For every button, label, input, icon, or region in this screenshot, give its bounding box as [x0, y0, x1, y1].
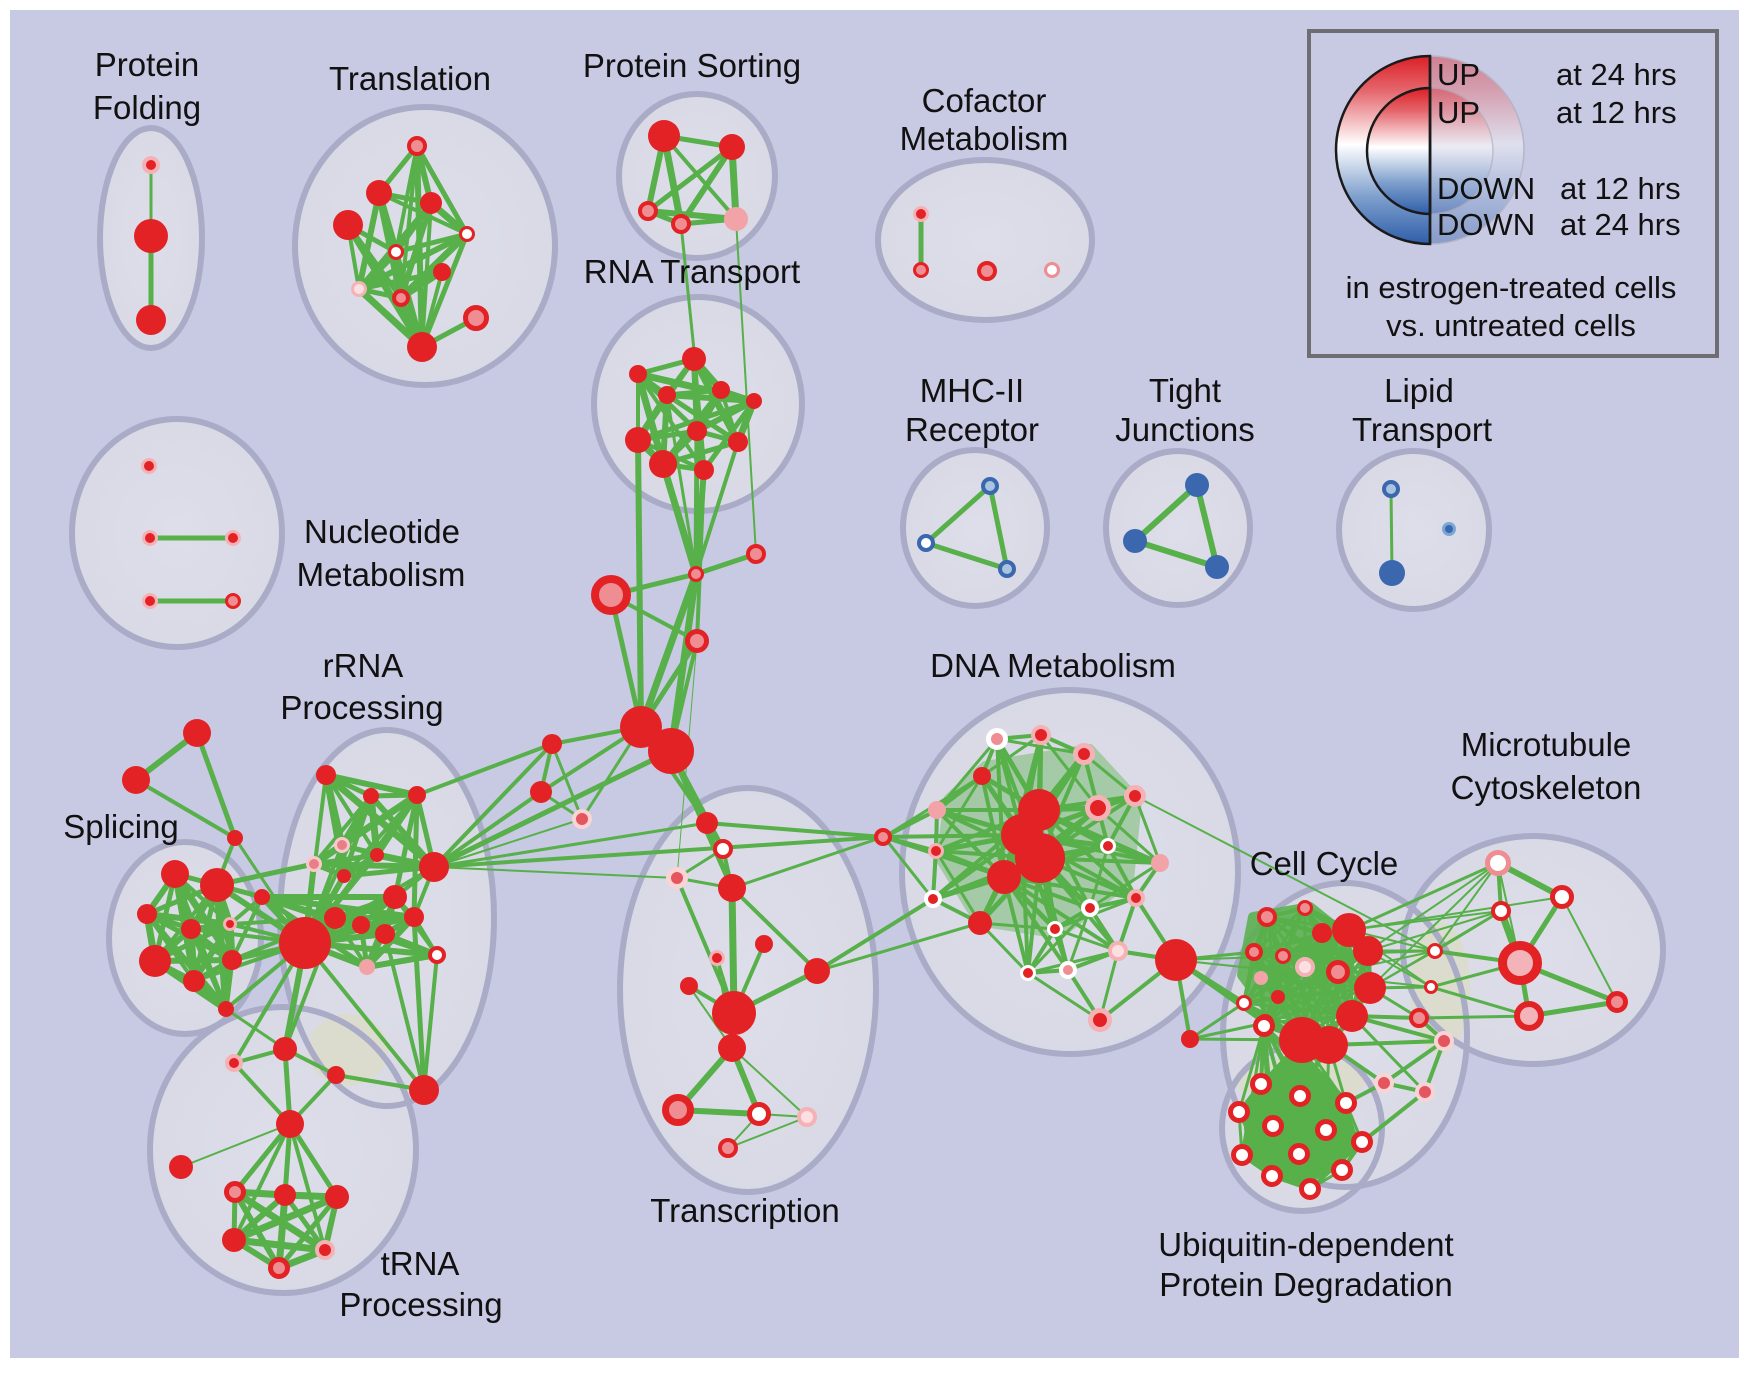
svg-text:DNA Metabolism: DNA Metabolism: [930, 647, 1176, 684]
svg-text:UP: UP: [1437, 57, 1480, 92]
svg-text:vs. untreated cells: vs. untreated cells: [1386, 308, 1636, 343]
svg-text:Processing: Processing: [280, 689, 443, 726]
svg-text:Metabolism: Metabolism: [297, 556, 466, 593]
svg-text:Protein Degradation: Protein Degradation: [1159, 1266, 1453, 1303]
svg-text:Lipid: Lipid: [1384, 372, 1454, 409]
svg-text:Folding: Folding: [93, 89, 201, 126]
svg-text:Cofactor: Cofactor: [922, 82, 1047, 119]
svg-text:Protein Sorting: Protein Sorting: [583, 47, 801, 84]
svg-text:tRNA: tRNA: [381, 1245, 460, 1282]
svg-text:RNA Transport: RNA Transport: [584, 253, 800, 290]
svg-text:Nucleotide: Nucleotide: [304, 513, 460, 550]
svg-text:DOWN: DOWN: [1437, 171, 1535, 206]
svg-text:Protein: Protein: [95, 46, 200, 83]
svg-text:UP: UP: [1437, 95, 1480, 130]
svg-text:DOWN: DOWN: [1437, 207, 1535, 242]
svg-text:Ubiquitin-dependent: Ubiquitin-dependent: [1158, 1226, 1453, 1263]
svg-text:Cytoskeleton: Cytoskeleton: [1451, 769, 1642, 806]
svg-text:Microtubule: Microtubule: [1461, 726, 1632, 763]
svg-text:Tight: Tight: [1149, 372, 1221, 409]
svg-text:in estrogen-treated cells: in estrogen-treated cells: [1346, 270, 1677, 305]
svg-text:Processing: Processing: [339, 1286, 502, 1323]
svg-text:Transport: Transport: [1352, 411, 1492, 448]
svg-text:Metabolism: Metabolism: [900, 120, 1069, 157]
svg-text:rRNA: rRNA: [323, 647, 404, 684]
svg-text:at 24 hrs: at 24 hrs: [1556, 57, 1677, 92]
svg-text:at 12 hrs: at 12 hrs: [1556, 95, 1677, 130]
svg-text:Transcription: Transcription: [650, 1192, 840, 1229]
svg-text:Junctions: Junctions: [1115, 411, 1254, 448]
svg-text:Receptor: Receptor: [905, 411, 1039, 448]
svg-text:at 12 hrs: at 12 hrs: [1560, 171, 1681, 206]
svg-text:at 24 hrs: at 24 hrs: [1560, 207, 1681, 242]
svg-text:Cell Cycle: Cell Cycle: [1250, 845, 1399, 882]
svg-text:Splicing: Splicing: [63, 808, 179, 845]
svg-text:MHC-II: MHC-II: [920, 372, 1024, 409]
svg-text:Translation: Translation: [329, 60, 491, 97]
